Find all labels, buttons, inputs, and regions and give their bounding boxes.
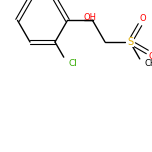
Text: O: O [139, 14, 146, 23]
Text: O: O [148, 52, 152, 61]
Text: S: S [127, 37, 133, 47]
Text: CH₃: CH₃ [145, 59, 152, 68]
Text: OH: OH [83, 13, 96, 22]
Text: Cl: Cl [69, 59, 77, 68]
